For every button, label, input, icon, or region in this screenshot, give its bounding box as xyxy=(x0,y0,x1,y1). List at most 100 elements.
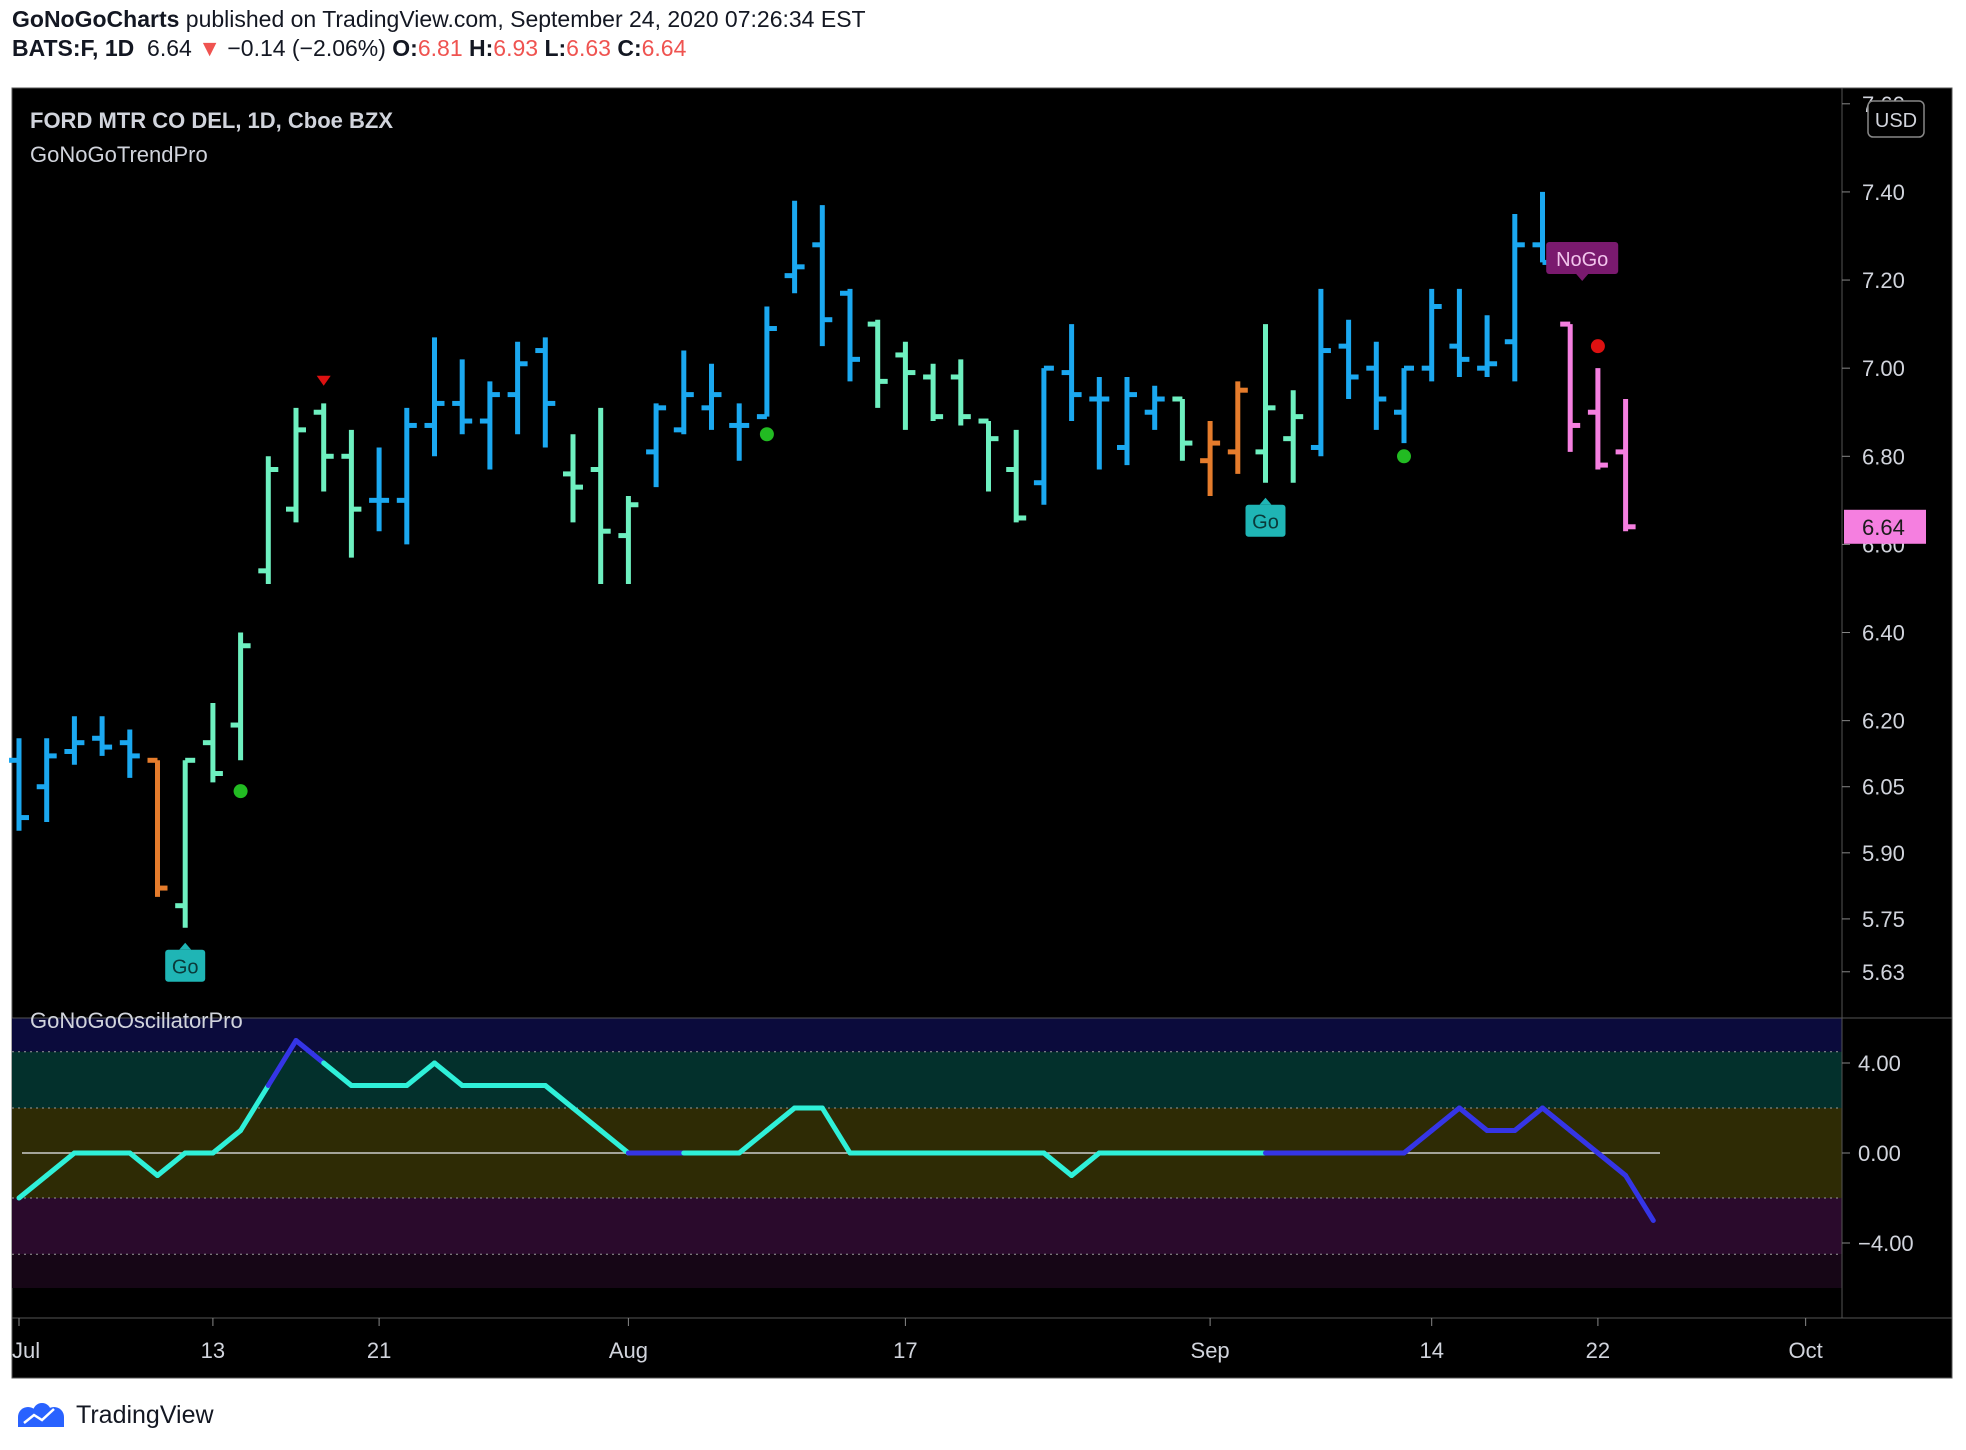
price-bar xyxy=(1394,365,1414,444)
footer-brand: TradingView xyxy=(76,1400,214,1429)
price-bars[interactable] xyxy=(9,191,1636,928)
price-bar xyxy=(1310,288,1331,457)
price-bar xyxy=(840,288,860,382)
x-tick-label: 22 xyxy=(1586,1338,1610,1363)
price-bar xyxy=(1006,429,1027,523)
oscillator-bands xyxy=(12,1017,1952,1288)
oscillator-segment xyxy=(764,1105,798,1133)
last-price-tag xyxy=(1844,509,1926,544)
oscillator-segment xyxy=(1567,1128,1601,1156)
price-bar xyxy=(479,381,500,470)
price-bar xyxy=(1200,421,1221,496)
go-label-pointer xyxy=(179,942,192,950)
oscillator-segment xyxy=(155,1150,188,1178)
oscillator-segment xyxy=(321,1060,354,1088)
price-bar xyxy=(147,757,168,897)
price-bar xyxy=(1172,396,1193,461)
price-bar xyxy=(1560,321,1581,452)
oscillator-band-3 xyxy=(12,1198,1842,1255)
oscillator-segment xyxy=(432,1060,465,1088)
oscillator-segment xyxy=(1401,1128,1435,1156)
price-bar xyxy=(1366,341,1387,430)
price-bar xyxy=(1117,376,1137,466)
price-bar xyxy=(1449,288,1470,377)
price-bar xyxy=(923,363,944,422)
price-bar xyxy=(784,200,805,294)
price-bar xyxy=(369,447,390,532)
price-bar xyxy=(563,434,583,523)
go-label-pointer xyxy=(1259,497,1272,505)
signal-markers: Go Go NoGo xyxy=(165,242,1619,982)
oscillator-segment xyxy=(127,1150,160,1178)
publish-line: GoNoGoCharts published on TradingView.co… xyxy=(12,6,866,33)
oscillator-segment xyxy=(1540,1105,1573,1133)
price-bar xyxy=(1338,319,1359,400)
oscillator-band-1 xyxy=(12,1051,1842,1108)
price-bar xyxy=(507,341,528,435)
nogo-label-text: NoGo xyxy=(1556,249,1608,271)
price-bar xyxy=(452,359,473,435)
footer[interactable]: TradingView xyxy=(12,1395,214,1435)
y-tick-label: 6.40 xyxy=(1862,621,1905,646)
oscillator-segment xyxy=(44,1150,77,1178)
price-bar xyxy=(729,403,750,461)
oscillator-segment xyxy=(542,1083,576,1111)
price-bar xyxy=(1061,324,1082,422)
price-bar xyxy=(1421,288,1442,382)
currency-button[interactable]: USD xyxy=(1867,100,1925,138)
go-dot-icon xyxy=(1397,449,1411,464)
y-tick-label: 7.20 xyxy=(1862,268,1905,293)
price-bar xyxy=(175,757,196,928)
price-bar xyxy=(950,359,971,426)
y-tick-label: 5.63 xyxy=(1862,960,1905,985)
low-value: 6.63 xyxy=(566,35,611,61)
price-bar xyxy=(978,418,999,492)
last-price: 6.64 xyxy=(147,35,192,61)
y-tick-label: 6.80 xyxy=(1862,444,1905,469)
down-arrow-icon xyxy=(316,375,331,386)
price-bar xyxy=(590,407,611,585)
price-bar xyxy=(1587,368,1608,470)
price-bar xyxy=(424,337,445,457)
price-bar xyxy=(1089,376,1110,470)
oscillator-segment xyxy=(1595,1150,1629,1178)
oscillator-segment xyxy=(293,1038,327,1066)
x-tick-label: Jul xyxy=(12,1338,40,1363)
x-tick-label: 14 xyxy=(1419,1338,1443,1363)
high-label: H: xyxy=(469,35,494,61)
go-label-box xyxy=(1245,504,1286,537)
quote-line: BATS:F, 1D 6.64 ▼ −0.14 (−2.06%) O:6.81 … xyxy=(12,35,686,62)
price-bar xyxy=(535,337,556,448)
price-bar xyxy=(1033,365,1054,505)
publish-info: published on TradingView.com, September … xyxy=(185,6,866,32)
osc-tick-label: 4.00 xyxy=(1858,1051,1901,1076)
oscillator-segment xyxy=(1429,1105,1462,1133)
go-dot-icon xyxy=(759,427,774,442)
price-bar xyxy=(701,363,722,430)
price-bar xyxy=(396,407,417,545)
oscillator-segment xyxy=(1041,1150,1075,1178)
open-label: O: xyxy=(392,35,418,61)
author-name[interactable]: GoNoGoCharts xyxy=(12,6,180,32)
price-bar xyxy=(1477,315,1498,377)
price-bar xyxy=(646,403,667,488)
osc-tick-label: 0.00 xyxy=(1858,1141,1901,1166)
price-bar xyxy=(9,738,29,831)
oscillator-segment xyxy=(265,1038,299,1088)
oscillator-segment xyxy=(819,1105,853,1156)
price-bar xyxy=(1227,381,1248,474)
y-tick-label: 7.00 xyxy=(1862,356,1905,381)
oscillator-segment xyxy=(598,1128,631,1156)
oscillator-segment xyxy=(1069,1150,1102,1178)
close-label: C: xyxy=(617,35,642,61)
price-change: −0.14 (−2.06%) xyxy=(227,35,386,61)
currency-label: USD xyxy=(1875,110,1917,132)
price-bar xyxy=(1504,213,1525,382)
price-bar xyxy=(286,407,306,523)
price-bar xyxy=(64,716,85,765)
price-bar xyxy=(313,403,334,492)
nogo-label-box xyxy=(1546,242,1619,274)
oscillator-segment xyxy=(404,1060,437,1088)
price-bar xyxy=(36,738,57,822)
